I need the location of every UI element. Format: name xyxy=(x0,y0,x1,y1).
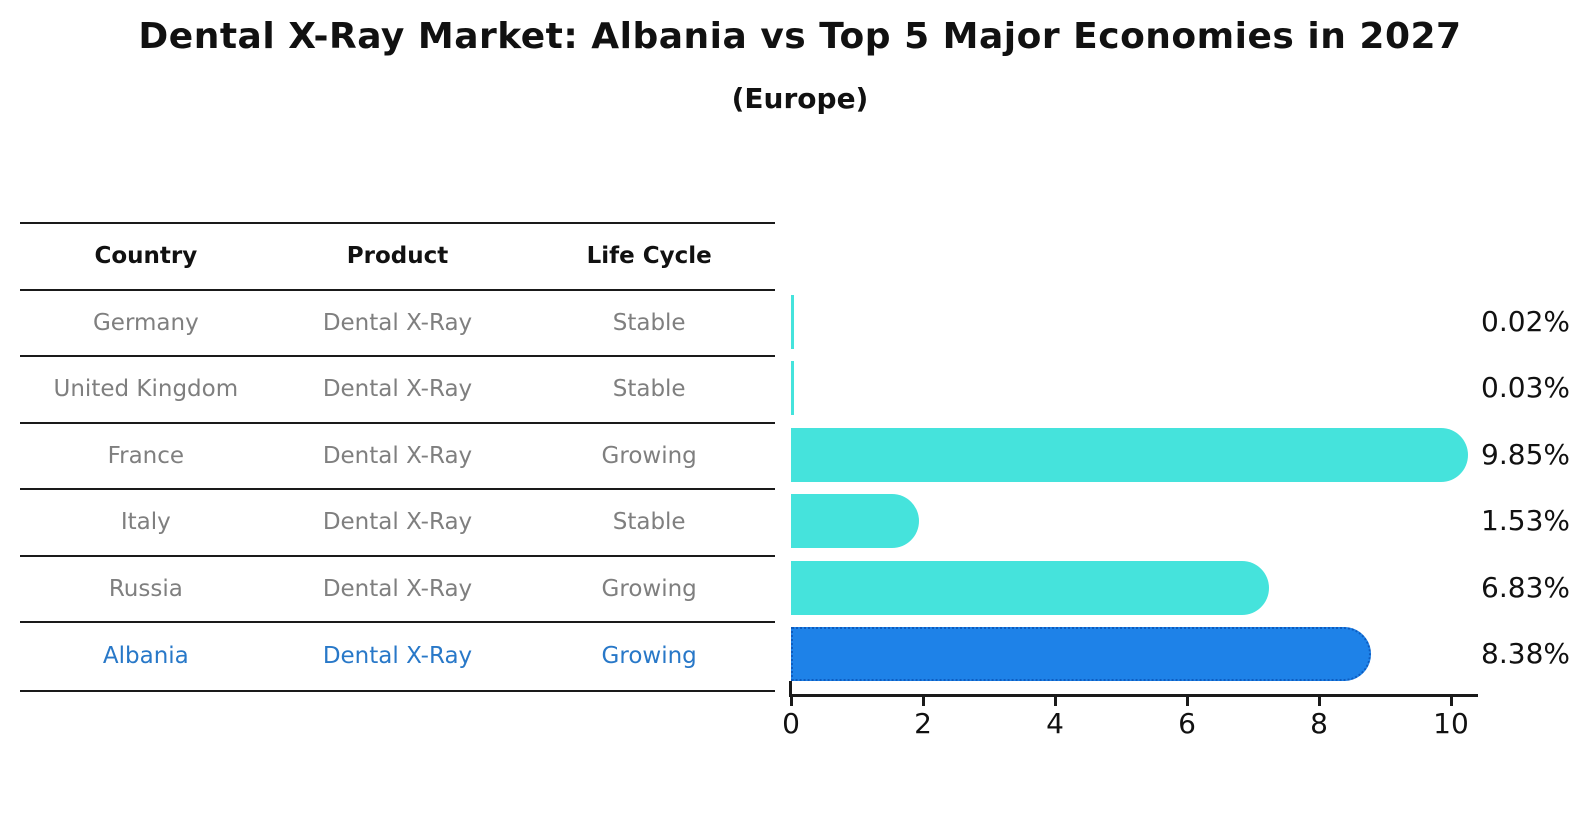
cell-life-cycle: Stable xyxy=(612,509,686,536)
bar-united-kingdom xyxy=(791,361,794,416)
bar-value-label-italy: 1.53% xyxy=(1481,504,1570,538)
table-row-italy: Italy Dental X-Ray Stable xyxy=(20,490,775,557)
cell-life-cycle: Stable xyxy=(612,309,686,336)
table-header-country: Country xyxy=(94,243,198,270)
cell-product: Dental X-Ray xyxy=(322,309,473,336)
y-axis-spine-stub xyxy=(789,681,792,695)
country-table: Country Product Life Cycle Germany Dental… xyxy=(20,222,775,692)
table-row-united-kingdom: United Kingdom Dental X-Ray Stable xyxy=(20,357,775,424)
cell-life-cycle: Growing xyxy=(601,442,697,469)
cell-country: Russia xyxy=(108,575,183,602)
bar-value-label-france: 9.85% xyxy=(1481,437,1570,471)
x-tick-label-2: 2 xyxy=(914,707,932,740)
table-header-row: Country Product Life Cycle xyxy=(20,224,775,291)
table-header-product: Product xyxy=(346,243,449,270)
cell-life-cycle: Growing xyxy=(601,575,697,602)
x-tick-8 xyxy=(1318,697,1321,706)
bar-russia xyxy=(791,560,1269,615)
cell-life-cycle: Stable xyxy=(612,376,686,403)
cell-product: Dental X-Ray xyxy=(322,575,473,602)
cell-country: United Kingdom xyxy=(53,376,239,403)
table-row-albania: Albania Dental X-Ray Growing xyxy=(20,623,775,690)
table-row-germany: Germany Dental X-Ray Stable xyxy=(20,291,775,357)
chart-title: Dental X-Ray Market: Albania vs Top 5 Ma… xyxy=(138,16,1462,57)
bar-albania xyxy=(791,627,1372,682)
cell-product: Dental X-Ray xyxy=(322,509,473,536)
x-axis-line xyxy=(789,694,1478,697)
cell-country: Germany xyxy=(92,309,199,336)
cell-product: Dental X-Ray xyxy=(322,442,473,469)
x-tick-4 xyxy=(1054,697,1057,706)
x-tick-label-8: 8 xyxy=(1310,707,1328,740)
table-row-france: France Dental X-Ray Growing xyxy=(20,424,775,490)
x-tick-label-4: 4 xyxy=(1046,707,1064,740)
chart-subtitle: (Europe) xyxy=(731,82,869,115)
table-body: Germany Dental X-Ray Stable United Kingdom D… xyxy=(20,291,775,690)
bar-value-label-united-kingdom: 0.03% xyxy=(1481,371,1570,405)
cell-life-cycle: Growing xyxy=(601,643,697,670)
bar-italy xyxy=(791,494,919,549)
x-tick-6 xyxy=(1186,697,1189,706)
x-tick-2 xyxy=(922,697,925,706)
x-tick-label-6: 6 xyxy=(1178,707,1196,740)
cell-product: Dental X-Ray xyxy=(322,643,473,670)
bar-germany xyxy=(791,294,794,349)
cell-country: Albania xyxy=(102,643,189,670)
x-tick-label-10: 10 xyxy=(1433,707,1469,740)
bar-value-label-albania: 8.38% xyxy=(1481,637,1570,671)
bar-value-label-germany: 0.02% xyxy=(1481,304,1570,338)
bar-value-label-russia: 6.83% xyxy=(1481,570,1570,604)
cell-country: France xyxy=(107,442,185,469)
x-tick-0 xyxy=(790,697,793,706)
x-tick-label-0: 0 xyxy=(782,707,800,740)
cell-country: Italy xyxy=(120,509,171,536)
x-tick-10 xyxy=(1450,697,1453,706)
cell-product: Dental X-Ray xyxy=(322,376,473,403)
table-row-russia: Russia Dental X-Ray Growing xyxy=(20,557,775,623)
bar-france xyxy=(791,427,1469,482)
table-header-life-cycle: Life Cycle xyxy=(586,243,712,270)
